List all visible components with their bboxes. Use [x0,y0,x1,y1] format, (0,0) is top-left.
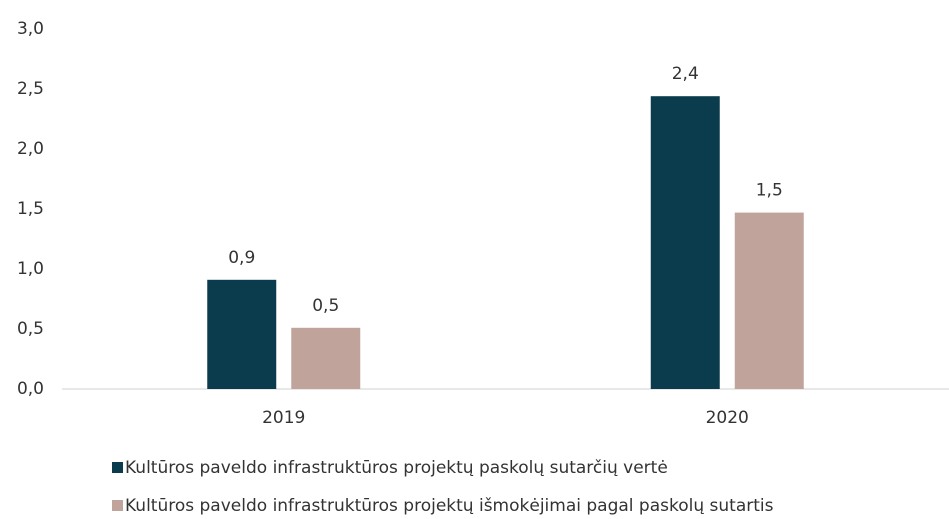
data-label: 0,5 [312,296,339,316]
bar [650,96,720,389]
y-tick-label: 0,0 [17,379,44,399]
legend-swatch [112,500,123,511]
legend-label: Kultūros paveldo infrastruktūros projekt… [125,458,668,478]
y-tick-label: 3,0 [17,19,44,39]
x-tick-label: 2019 [262,408,305,428]
y-tick-label: 0,5 [17,319,44,339]
bar [291,327,361,389]
bar [207,279,277,389]
data-label: 0,9 [228,248,255,268]
y-tick-label: 1,0 [17,259,44,279]
legend-label: Kultūros paveldo infrastruktūros projekt… [125,496,774,516]
data-label: 2,4 [672,64,699,84]
bar [734,212,804,389]
y-tick-label: 1,5 [17,199,44,219]
legend-swatch [112,462,123,473]
y-tick-label: 2,5 [17,79,44,99]
y-tick-label: 2,0 [17,139,44,159]
x-tick-label: 2020 [706,408,749,428]
data-label: 1,5 [756,181,783,201]
